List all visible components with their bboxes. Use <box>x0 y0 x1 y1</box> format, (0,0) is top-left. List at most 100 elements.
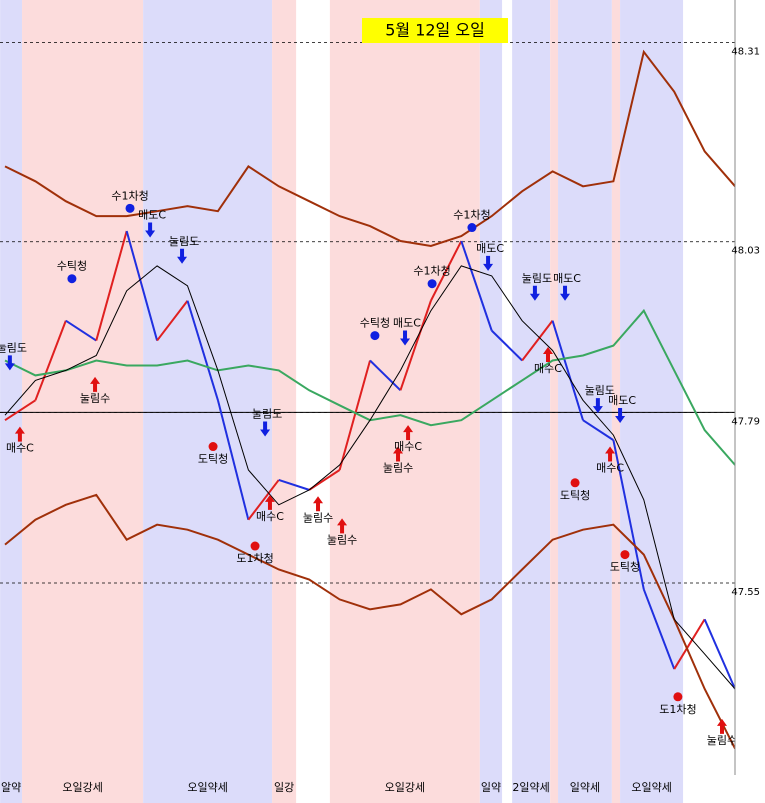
signal-label: 눌림수 <box>327 533 357 546</box>
signal-dot <box>467 223 477 233</box>
price-segment <box>4 399 36 422</box>
signal-dot <box>67 274 77 284</box>
title-box <box>362 18 508 43</box>
signal-dot <box>673 692 683 702</box>
band-layer: 알약 오일강세 오일약세 일강 오일강세 일약 2일약세 일약세 오일약세 <box>0 0 684 803</box>
signal-label: 눌림수 <box>707 734 737 747</box>
price-segment <box>491 329 523 362</box>
band-label: 오일약세 <box>631 780 671 794</box>
line-layer <box>4 49 736 750</box>
price-segment <box>673 618 706 670</box>
band <box>22 0 144 803</box>
sell-arrow <box>592 398 603 414</box>
band <box>611 0 621 803</box>
signal-label: 눌림수 <box>80 392 110 405</box>
signal-dot <box>620 550 630 560</box>
signal-label: 눌림도 <box>252 408 282 421</box>
band-label: 오일강세 <box>62 780 102 794</box>
price-segment <box>703 618 736 690</box>
signal-dot <box>427 279 437 289</box>
signal-dot <box>125 203 135 213</box>
buy-arrow <box>90 376 101 392</box>
price-segment <box>278 478 310 491</box>
buy-arrow <box>393 446 404 462</box>
signal-label: 매도C <box>476 242 504 255</box>
signal-label: 도틱청 <box>198 453 228 466</box>
sell-arrow <box>483 255 494 271</box>
price-segment <box>460 240 493 331</box>
signal-label: 수1차청 <box>453 209 490 222</box>
signal-label: 수1차청 <box>413 265 450 278</box>
signal-label: 매도C <box>138 208 166 221</box>
signal-label: 매수C <box>256 510 284 523</box>
price-segment <box>369 359 402 392</box>
price-segment <box>399 300 432 391</box>
grid-layer <box>0 42 765 584</box>
band <box>558 0 612 803</box>
buy-arrow <box>313 496 324 512</box>
price-segment <box>156 300 189 342</box>
buy-arrow <box>716 718 727 734</box>
band <box>272 0 297 803</box>
band <box>620 0 684 803</box>
chart-title: 5월 12일 오일 <box>385 21 485 40</box>
y-tick-label: 48.03 <box>731 246 760 257</box>
buy-arrow <box>14 426 25 442</box>
price-segment <box>247 479 280 521</box>
series-line <box>4 49 736 248</box>
band-label: 오일강세 <box>385 780 425 794</box>
signal-dot <box>250 541 260 551</box>
signal-dot <box>570 478 580 488</box>
price-segment <box>521 320 554 362</box>
buy-arrow <box>337 518 348 534</box>
signal-label: 매도C <box>553 272 581 285</box>
sell-arrow <box>260 421 271 437</box>
buy-arrow <box>542 346 553 362</box>
signal-label: 매수C <box>534 362 562 375</box>
band-label: 알약 <box>1 780 21 794</box>
y-tick-label: 47.79 <box>731 416 760 427</box>
price-segment <box>582 419 614 441</box>
price-segment <box>34 320 67 401</box>
signal-dot <box>208 442 218 452</box>
signal-label: 눌림수 <box>303 511 333 524</box>
price-segment <box>551 320 584 421</box>
band <box>550 0 559 803</box>
signal-label: 매수C <box>596 462 624 475</box>
series-line <box>4 265 736 690</box>
signal-label: 눌림도 <box>585 384 615 397</box>
band-label: 일강 <box>274 780 294 794</box>
signal-label: 수틱청 <box>360 317 390 330</box>
signal-label: 도1차청 <box>659 703 696 716</box>
signal-label: 눌림수 <box>383 462 413 475</box>
band <box>329 0 480 803</box>
band <box>512 0 551 803</box>
price-segment <box>65 319 97 342</box>
signal-label: 도틱청 <box>610 561 640 574</box>
y-tick-label: 47.55 <box>731 587 760 598</box>
price-segment <box>642 589 676 670</box>
price-segment <box>216 400 250 520</box>
signal-label: 매수C <box>6 442 34 455</box>
price-segment <box>125 230 159 341</box>
price-segment <box>186 300 219 401</box>
series-line <box>4 493 736 750</box>
signal-label: 매수C <box>394 440 422 453</box>
signal-label: 눌림도 <box>0 341 27 354</box>
signal-dot <box>370 331 380 341</box>
y-tick-label: 48.31 <box>731 47 760 58</box>
signal-label: 눌림도 <box>522 272 552 285</box>
sell-arrow <box>145 222 156 238</box>
buy-arrow <box>264 494 275 510</box>
axis-background <box>735 0 765 803</box>
price-segment <box>338 360 372 471</box>
signal-label: 도틱청 <box>560 489 590 502</box>
price-segment <box>612 439 645 590</box>
sell-arrow <box>177 248 188 264</box>
sell-arrow <box>529 285 540 301</box>
band-label: 2일약세 <box>512 780 549 794</box>
sell-arrow <box>615 408 626 424</box>
sell-arrow <box>560 285 571 301</box>
